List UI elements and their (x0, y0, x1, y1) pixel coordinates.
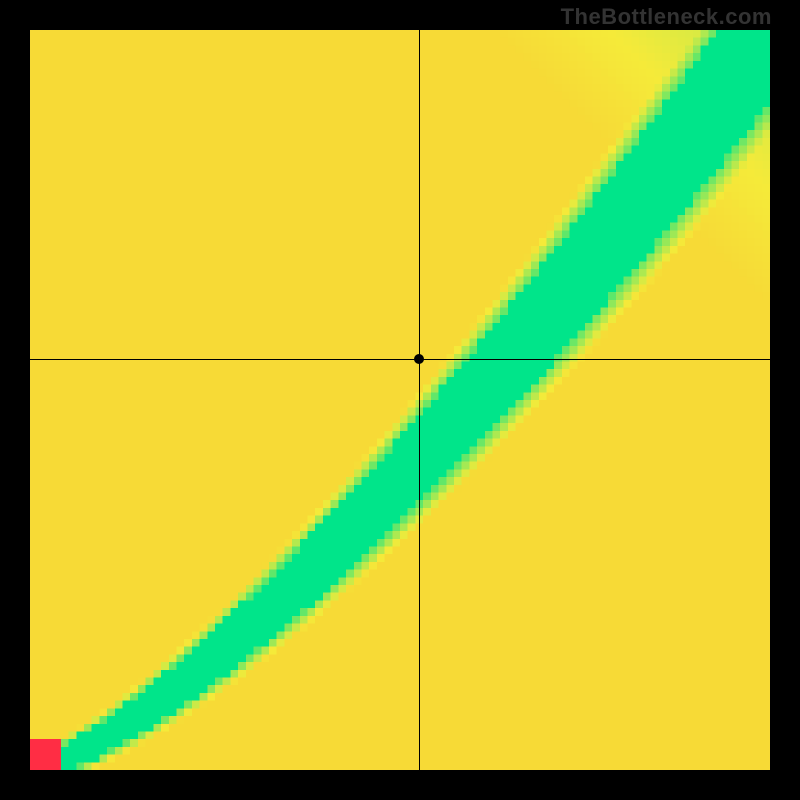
heatmap-canvas (30, 30, 770, 770)
crosshair-horizontal (30, 359, 770, 360)
heatmap-plot (30, 30, 770, 770)
figure-root: TheBottleneck.com (0, 0, 800, 800)
crosshair-marker (414, 354, 424, 364)
crosshair-vertical (419, 30, 420, 770)
watermark-text: TheBottleneck.com (561, 4, 772, 30)
